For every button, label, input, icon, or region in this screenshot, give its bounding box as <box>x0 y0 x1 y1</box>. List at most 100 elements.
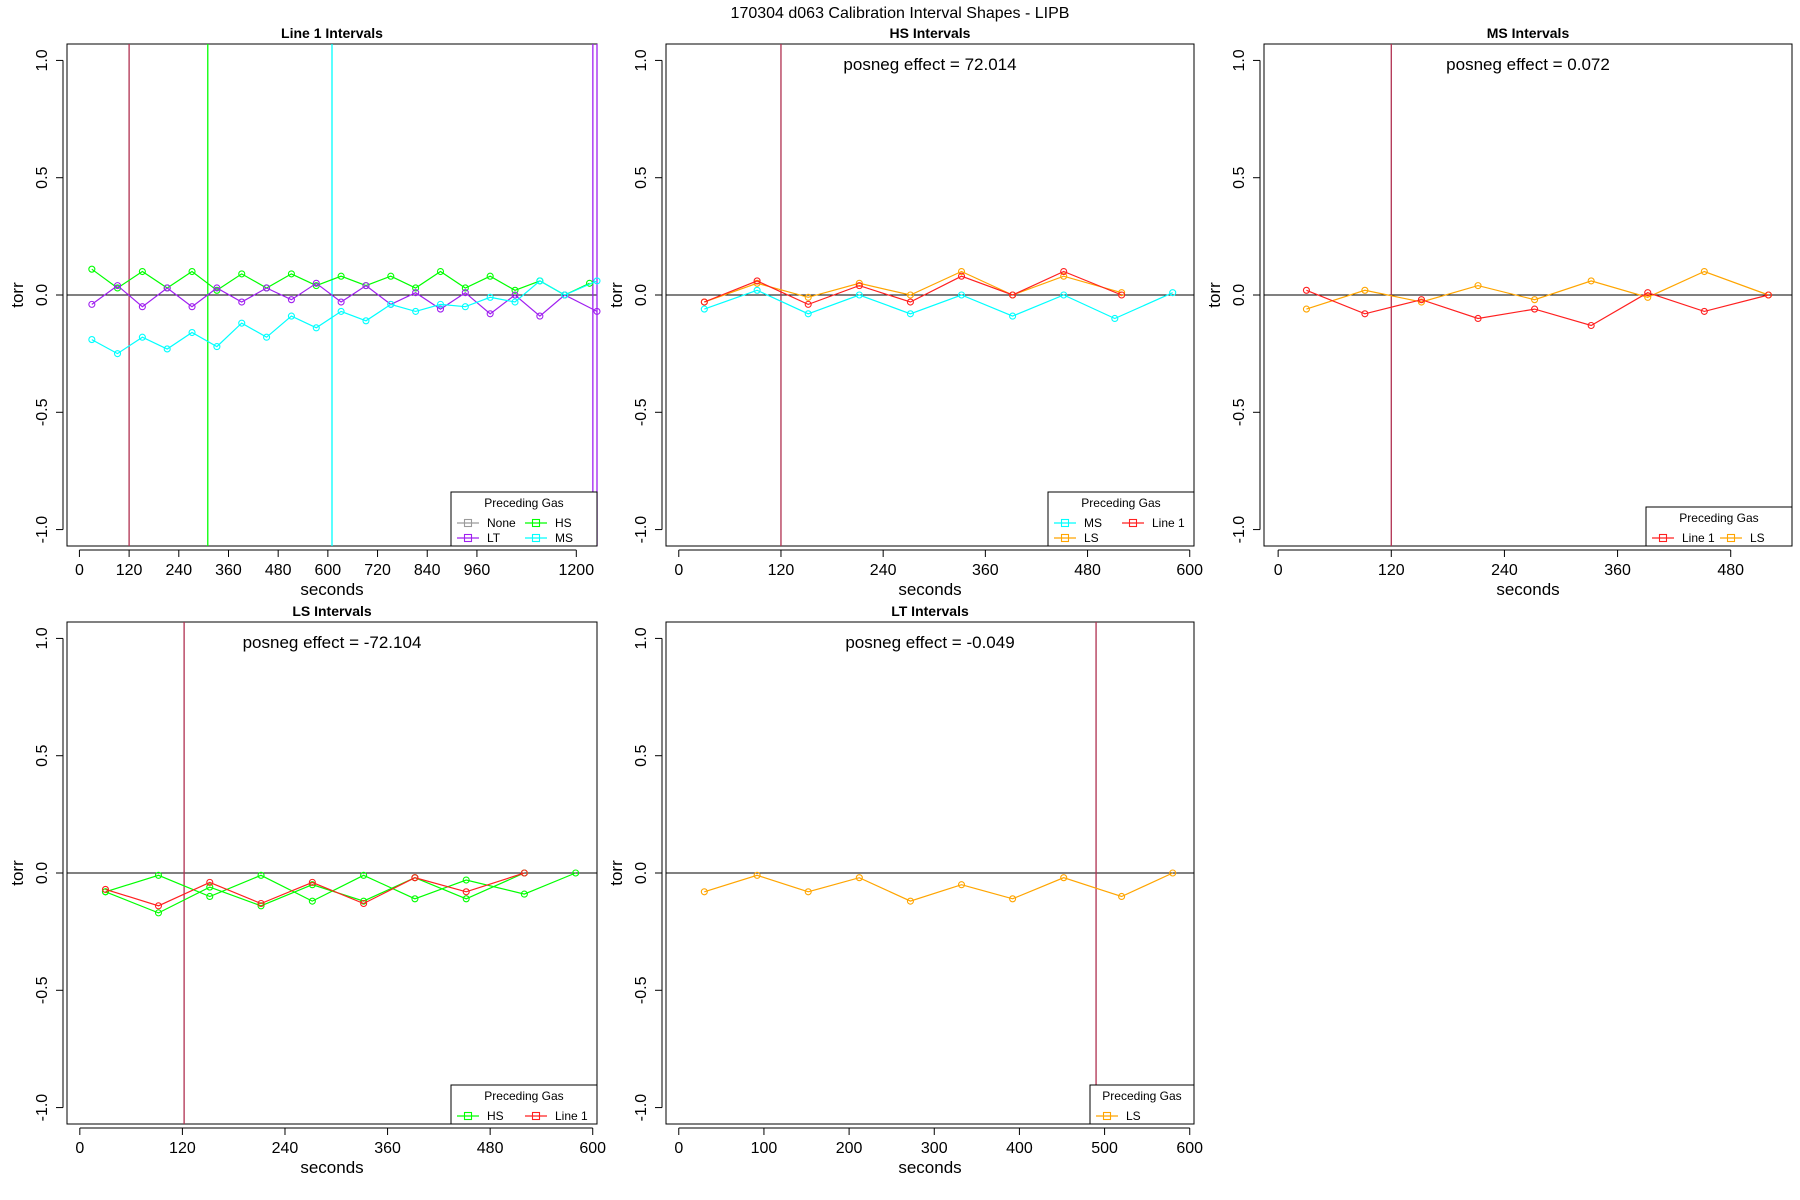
chart-1-y-tick-label-3: 0.0 <box>34 284 51 306</box>
chart-3-legend: Preceding Gas Line 1 LS <box>1645 506 1793 547</box>
chart-3-series-1-point-2 <box>1361 286 1369 294</box>
chart-1-legend-swatch-marker-4 <box>531 533 541 543</box>
chart-2-y-tick-label-1: -1.0 <box>633 516 650 544</box>
chart-1-series-3-point-16 <box>461 303 469 311</box>
chart-2-legend-box <box>1047 491 1195 547</box>
chart-panel-3: MS Intervals 0 120 240 360 480 seconds -1.0 -0.5… <box>1205 25 1793 599</box>
chart-1-x-tick-label-8: 840 <box>414 562 441 579</box>
chart-1-series-2-point-15 <box>436 305 445 313</box>
chart-1-series-3-point-17 <box>486 293 494 301</box>
chart-2-series-3-point-4 <box>855 282 863 290</box>
chart-5-series-1-point-7 <box>1009 895 1017 903</box>
chart-3-series-2 <box>1302 286 1772 330</box>
chart-1-series-1-point-3 <box>138 267 146 276</box>
chart-4-series-1-point-2 <box>154 871 163 879</box>
chart-2-x-tick-label-3: 240 <box>870 562 897 579</box>
chart-5-y-tick-label-5: 1.0 <box>633 627 650 649</box>
chart-1-series-3-point-18 <box>511 298 519 306</box>
chart-3-y-tick-label-2: -0.5 <box>1231 398 1248 426</box>
chart-3-series-1-point-7 <box>1644 293 1652 301</box>
chart-1-series-2-point-2 <box>113 282 122 290</box>
chart-2-series-1-point-1 <box>700 305 708 313</box>
chart-1-x-tick-label-1: 0 <box>75 562 84 579</box>
chart-2-series-1-point-8 <box>1060 291 1068 299</box>
chart-1-series-2-point-17 <box>486 310 494 318</box>
chart-4-series-3-line <box>105 872 525 907</box>
chart-3-series-1-point-1 <box>1302 305 1310 313</box>
chart-4-series-1-point-9 <box>520 890 528 898</box>
chart-2-x-tick-label-6: 600 <box>1176 562 1203 579</box>
chart-5-series-1-point-8 <box>1060 874 1068 882</box>
chart-5-legend-swatch-marker-1 <box>1102 1111 1112 1121</box>
chart-5-legend-label-1: LS <box>1126 1109 1141 1123</box>
chart-4-series-1-point-6 <box>360 871 368 879</box>
chart-4-x-tick-label-1: 0 <box>75 1140 84 1157</box>
chart-1-title: Line 1 Intervals <box>281 25 383 41</box>
chart-5-x-tick-label-6: 500 <box>1091 1140 1118 1157</box>
chart-1-series-2-point-6 <box>213 284 221 292</box>
chart-1-series-3-point-2 <box>113 350 122 358</box>
chart-4-x-tick-label-5: 480 <box>477 1140 504 1157</box>
chart-1-series-3-point-21 <box>593 277 601 285</box>
chart-1-series-3-point-6 <box>213 343 221 351</box>
chart-4-series-3-point-3 <box>206 878 214 886</box>
chart-1-series-2-point-3 <box>138 303 146 311</box>
chart-4-series-2-point-1 <box>101 888 110 896</box>
chart-5-annotation: posneg effect = -0.049 <box>845 633 1014 652</box>
chart-1-series-1-point-18 <box>511 286 519 294</box>
chart-2-series-1-point-7 <box>1009 312 1017 320</box>
chart-5-y-axis-label: torr <box>607 860 626 886</box>
chart-2-series-1-point-2 <box>753 286 761 294</box>
chart-4-series-3-point-5 <box>308 878 316 886</box>
chart-1-series-2-point-11 <box>337 298 345 306</box>
chart-2-x-axis-label: seconds <box>898 580 961 599</box>
chart-2-legend-label-2: Line 1 <box>1152 516 1185 530</box>
chart-1-series-3-point-11 <box>337 307 345 315</box>
chart-1-series-2-point-1 <box>88 300 96 308</box>
chart-2-legend-swatch-marker-3 <box>1060 533 1070 543</box>
chart-4-y-tick-label-2: -0.5 <box>34 976 51 1004</box>
chart-1-series-3-point-20 <box>561 291 569 299</box>
chart-5-series-1-point-2 <box>753 871 761 879</box>
chart-1-series-2-line <box>91 282 598 317</box>
chart-1-series-1-point-5 <box>188 267 196 276</box>
chart-4-title: LS Intervals <box>292 603 372 619</box>
chart-1-series-1-point-11 <box>337 272 345 280</box>
chart-3-series-1-point-5 <box>1531 296 1539 304</box>
chart-3-y-tick-label-5: 1.0 <box>1231 49 1248 71</box>
chart-5-series-1-point-10 <box>1169 869 1177 877</box>
chart-1-series-3-line <box>91 280 598 355</box>
chart-5-x-tick-label-4: 300 <box>921 1140 948 1157</box>
chart-2-x-tick-label-1: 0 <box>674 562 683 579</box>
chart-panel-5: LT Intervals 0 100 200 300 400 500 600 seconds -1… <box>607 603 1203 1177</box>
chart-4-series-3-point-1 <box>101 885 110 893</box>
chart-2-series-3-point-1 <box>700 298 708 306</box>
chart-5-legend-box <box>1089 1084 1195 1125</box>
chart-1-series-2-point-12 <box>362 282 370 290</box>
chart-5-series-1-point-5 <box>906 897 914 905</box>
chart-2-series-1-line <box>704 289 1173 320</box>
chart-3-y-tick-label-1: -1.0 <box>1231 516 1248 544</box>
chart-4-series-2-point-8 <box>462 895 470 903</box>
chart-1-series-2-point-10 <box>312 279 320 287</box>
chart-3-series-1 <box>1302 267 1772 313</box>
chart-4-y-tick-label-5: 1.0 <box>34 627 51 649</box>
chart-3-series-1-point-4 <box>1474 282 1482 290</box>
chart-1-series-1-point-1 <box>88 265 96 273</box>
chart-1-series-2-point-7 <box>238 298 246 306</box>
chart-panel-2: HS Intervals 0 120 240 360 480 600 seconds -1.0 -… <box>607 25 1203 599</box>
chart-3-series-2-point-2 <box>1361 310 1369 318</box>
chart-2-series-2-point-5 <box>906 291 914 299</box>
chart-4-series-3-point-7 <box>411 874 419 882</box>
chart-1-series-1-point-16 <box>461 284 469 292</box>
chart-3-series-1-point-6 <box>1587 277 1595 285</box>
chart-2-series-3-point-7 <box>1009 291 1017 299</box>
chart-4-x-tick-label-2: 120 <box>169 1140 196 1157</box>
chart-3-x-tick-label-5: 480 <box>1717 562 1744 579</box>
chart-1-series-2-point-19 <box>536 312 544 320</box>
chart-panel-4: LS Intervals 0 120 240 360 480 600 seconds -1.0 -… <box>8 603 606 1177</box>
chart-1-x-tick-label-2: 120 <box>116 562 143 579</box>
chart-2-y-tick-label-4: 0.5 <box>633 166 650 188</box>
chart-5-series-1-point-6 <box>957 881 966 889</box>
chart-panel-1: Line 1 Intervals 0 120 240 360 480 600 720 840 96… <box>8 25 601 599</box>
